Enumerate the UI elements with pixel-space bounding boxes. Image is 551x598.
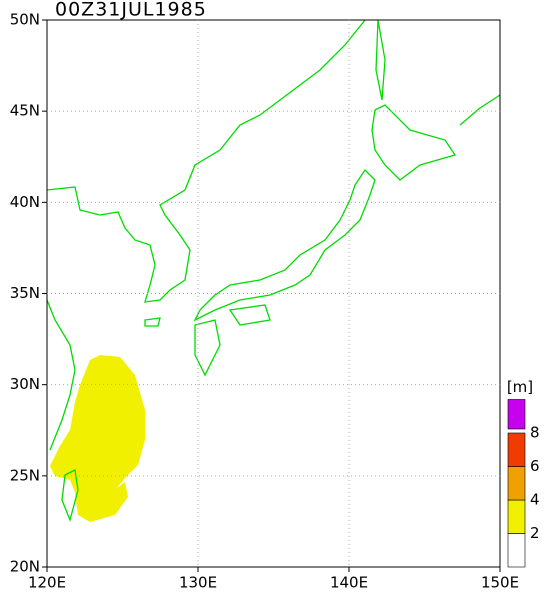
colorbar-label: 4 — [530, 491, 540, 509]
map-axes: 20N 25N 30N 35N 40N 45N 50N 120E 130E 140E 150E 2 4 6… — [10, 11, 540, 592]
lat-tick-label: 25N — [10, 466, 40, 484]
colorbar-segment — [507, 432, 526, 467]
lat-tick-label: 50N — [10, 11, 40, 29]
lat-tick-label: 20N — [10, 558, 40, 576]
colorbar-segment — [507, 466, 526, 501]
lon-tick-label: 140E — [330, 574, 368, 592]
colorbar-segment — [507, 399, 526, 430]
lat-tick-label: 45N — [10, 102, 40, 120]
coastlines — [46, 19, 501, 523]
lat-tick-label: 40N — [10, 193, 40, 211]
colorbar-segment — [507, 499, 526, 534]
colorbar-label: 8 — [530, 424, 540, 442]
colorbar-label: 2 — [530, 524, 540, 542]
wave-area — [50, 355, 145, 522]
colorbar-segment — [507, 533, 526, 568]
lon-tick-label: 130E — [179, 574, 217, 592]
lat-tick-label: 35N — [10, 284, 40, 302]
colorbar-unit: [m] — [507, 378, 533, 396]
colorbar-label: 6 — [530, 457, 540, 475]
lat-tick-label: 30N — [10, 375, 40, 393]
map-title: 00Z31JUL1985 — [55, 0, 207, 21]
lon-tick-label: 120E — [28, 574, 66, 592]
lon-tick-label: 150E — [481, 574, 519, 592]
